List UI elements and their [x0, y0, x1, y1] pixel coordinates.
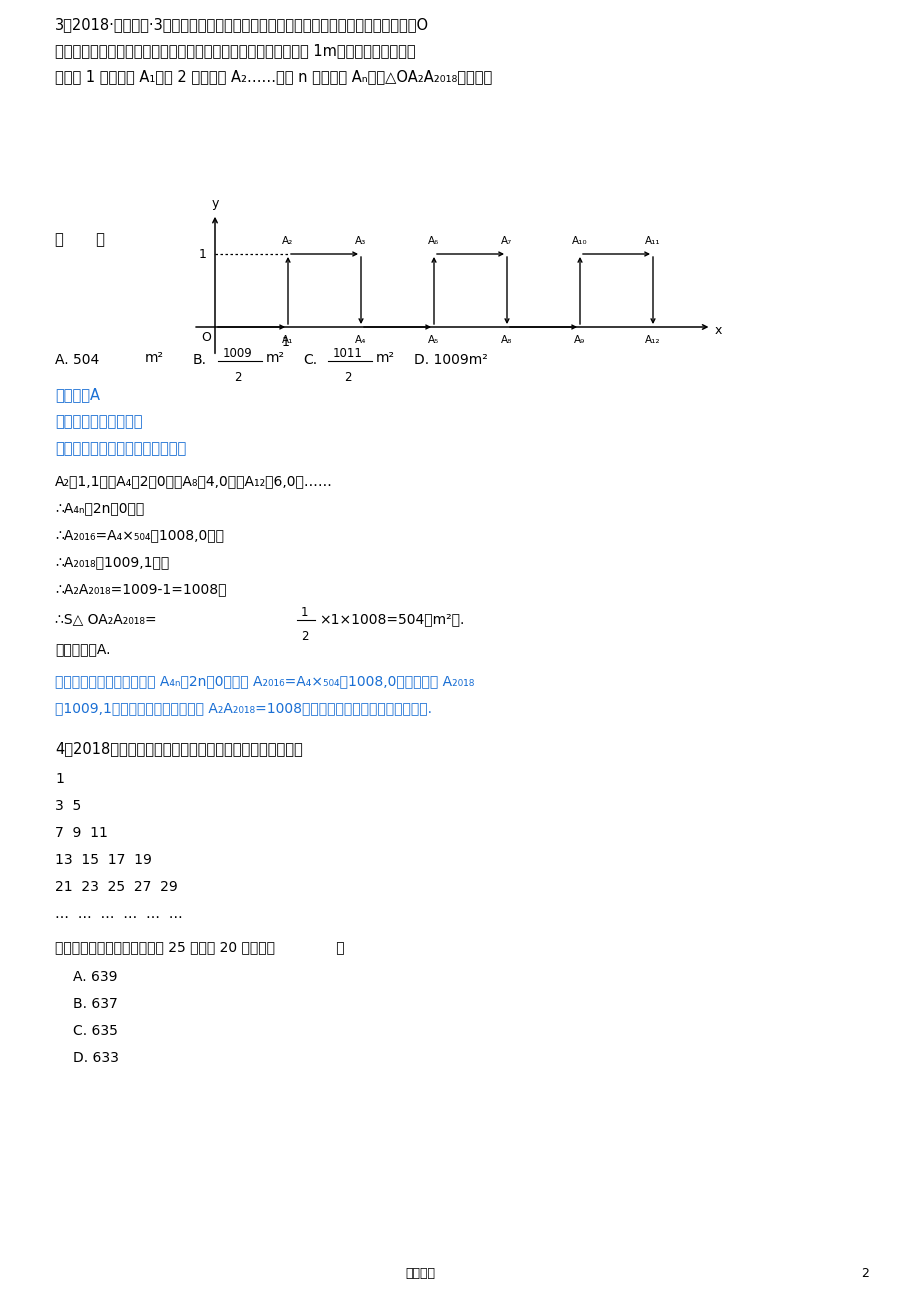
- Text: A₁₁: A₁₁: [644, 236, 660, 246]
- Text: A. 504: A. 504: [55, 353, 104, 367]
- Text: A₉: A₉: [573, 335, 585, 345]
- Text: m²: m²: [376, 352, 394, 365]
- Text: m²: m²: [145, 352, 164, 365]
- Text: 【解析】【解答】解：依题可得：: 【解析】【解答】解：依题可得：: [55, 441, 186, 456]
- Text: 1: 1: [301, 605, 308, 618]
- Text: B.: B.: [193, 353, 207, 367]
- Text: 1: 1: [55, 772, 63, 786]
- Text: A₁: A₁: [282, 335, 293, 345]
- Text: 2: 2: [301, 630, 308, 643]
- Text: x: x: [714, 324, 721, 337]
- Text: ∴A₂₀₁₈（1009,1），: ∴A₂₀₁₈（1009,1），: [55, 555, 169, 569]
- Text: 精品文档: 精品文档: [404, 1267, 435, 1280]
- Text: 4（2018四川省绵阳市）将全体正奇数排成一个三角形数阵: 4（2018四川省绵阳市）将全体正奇数排成一个三角形数阵: [55, 741, 302, 756]
- Text: D. 633: D. 633: [73, 1051, 119, 1065]
- Text: 7  9  11: 7 9 11: [55, 825, 108, 840]
- Text: 根据以上排列规律，数阵中第 25 行的第 20 个数是（              ）: 根据以上排列规律，数阵中第 25 行的第 20 个数是（ ）: [55, 940, 345, 954]
- Text: ∴A₂₀₁₆=A₄×₅₀₄（1008,0），: ∴A₂₀₁₆=A₄×₅₀₄（1008,0），: [55, 529, 223, 542]
- Text: ∴A₄ₙ（2n，0），: ∴A₄ₙ（2n，0），: [55, 501, 144, 516]
- Text: ∴A₂A₂₀₁₈=1009-1=1008，: ∴A₂A₂₀₁₈=1009-1=1008，: [55, 582, 226, 596]
- Text: A₆: A₆: [428, 236, 439, 246]
- Text: A₂: A₂: [282, 236, 293, 246]
- Text: A. 639: A. 639: [73, 970, 118, 984]
- Text: A₁₀: A₁₀: [572, 236, 587, 246]
- Text: 故答案为：A.: 故答案为：A.: [55, 642, 110, 656]
- Text: A₅: A₅: [428, 335, 439, 345]
- Text: C.: C.: [302, 353, 317, 367]
- Text: A₂（1,1），A₄（2，0），A₈（4,0），A₁₂（6,0）……: A₂（1,1），A₄（2，0），A₈（4,0），A₁₂（6,0）……: [55, 474, 333, 488]
- Text: 21  23  25  27  29: 21 23 25 27 29: [55, 880, 177, 894]
- Text: A₄: A₄: [355, 335, 367, 345]
- Text: ∴S△ OA₂A₂₀₁₈=: ∴S△ OA₂A₂₀₁₈=: [55, 612, 161, 626]
- Text: （       ）: （ ）: [55, 232, 105, 247]
- Text: A₃: A₃: [355, 236, 367, 246]
- Text: D. 1009m²: D. 1009m²: [414, 353, 487, 367]
- Text: （1009,1），再根据坐标性质可得 A₂A₂₀₁₈=1008，由三角形面积公式即可得出答案.: （1009,1），再根据坐标性质可得 A₂A₂₀₁₈=1008，由三角形面积公式…: [55, 700, 432, 715]
- Text: 2: 2: [233, 371, 242, 384]
- Text: 13  15  17  19: 13 15 17 19: [55, 853, 152, 867]
- Text: C. 635: C. 635: [73, 1023, 118, 1038]
- Text: 1: 1: [282, 336, 289, 349]
- Text: A₇: A₇: [501, 236, 512, 246]
- Text: 【考点】探索图形规律: 【考点】探索图形规律: [55, 414, 142, 428]
- Text: 3（2018·广东广州·3分）在平面直角坐标系中，一个智能机器人接到如下指令，从原点O: 3（2018·广东广州·3分）在平面直角坐标系中，一个智能机器人接到如下指令，从…: [55, 17, 428, 33]
- Text: ×1×1008=504（m²）.: ×1×1008=504（m²）.: [319, 612, 464, 626]
- Text: m²: m²: [266, 352, 285, 365]
- Text: B. 637: B. 637: [73, 997, 118, 1010]
- Text: 【答案】A: 【答案】A: [55, 387, 100, 402]
- Text: 1011: 1011: [333, 348, 362, 359]
- Text: A₈: A₈: [501, 335, 512, 345]
- Text: 2: 2: [860, 1267, 868, 1280]
- Text: …  …  …  …  …  …: … … … … … …: [55, 907, 183, 921]
- Text: 2: 2: [344, 371, 351, 384]
- Text: 示，第 1 次移动到 A₁，第 2 次移动到 A₂……，第 n 次移动到 Aₙ，则△OA₂A₂₀₁₈的面积是: 示，第 1 次移动到 A₁，第 2 次移动到 A₂……，第 n 次移动到 Aₙ，…: [55, 69, 492, 85]
- Text: 1: 1: [199, 247, 206, 260]
- Text: y: y: [211, 197, 219, 210]
- Text: 【分析】根据图中规律可得 A₄ₙ（2n，0），即 A₂₀₁₆=A₄×₅₀₄（1008,0），从而得 A₂₀₁₈: 【分析】根据图中规律可得 A₄ₙ（2n，0），即 A₂₀₁₆=A₄×₅₀₄（10…: [55, 674, 474, 687]
- Text: O: O: [201, 331, 211, 344]
- Text: A₁₂: A₁₂: [644, 335, 660, 345]
- Text: 1009: 1009: [222, 348, 253, 359]
- Text: 出发，按向右，向上，向右，向下的方向依次不断移动，每次移动 1m，其行走路线如图所: 出发，按向右，向上，向右，向下的方向依次不断移动，每次移动 1m，其行走路线如图…: [55, 43, 415, 59]
- Text: 3  5: 3 5: [55, 799, 81, 812]
